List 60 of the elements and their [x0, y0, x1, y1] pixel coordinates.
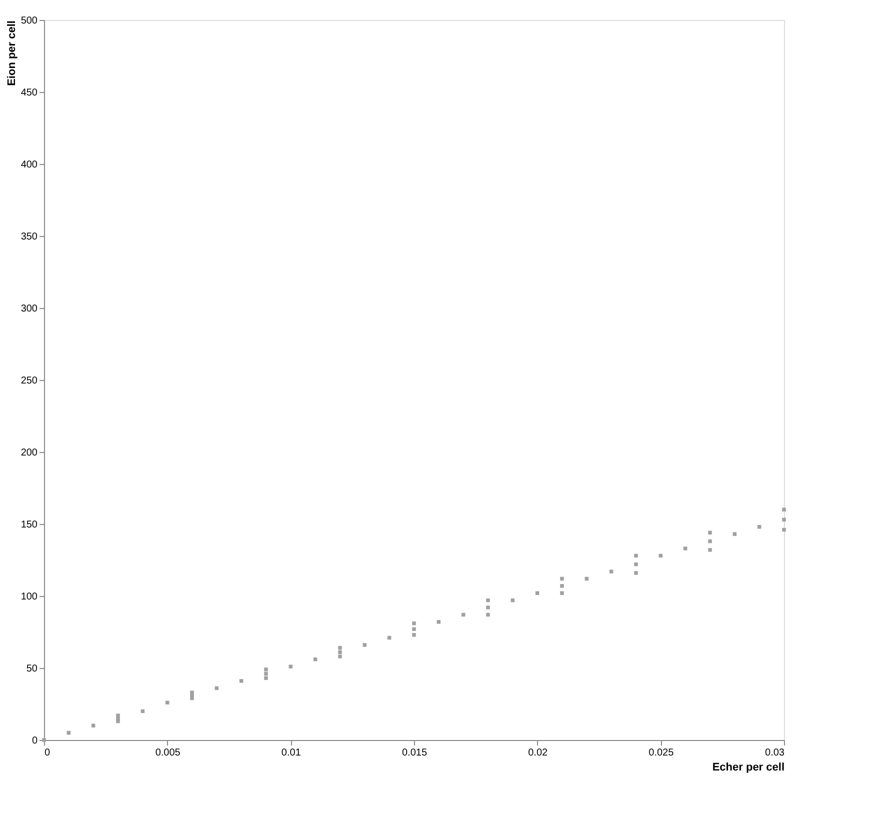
point — [362, 643, 367, 647]
point — [560, 584, 564, 588]
point — [634, 571, 638, 575]
point — [732, 532, 737, 536]
point — [782, 508, 786, 512]
point — [116, 714, 120, 718]
point — [708, 539, 712, 544]
point — [708, 530, 712, 535]
point — [634, 554, 638, 558]
x-axis-title: Echer per cell — [712, 762, 784, 774]
point — [42, 738, 46, 742]
point — [609, 570, 614, 574]
y-axis-title: Eion per cell — [6, 20, 18, 86]
x-tick-label: 0.02 — [528, 748, 548, 758]
point — [239, 679, 244, 683]
point — [412, 627, 416, 631]
point — [560, 576, 564, 581]
point — [486, 606, 490, 610]
point — [486, 598, 490, 602]
x-tick-label: 0 — [44, 748, 50, 758]
y-tick-label: 50 — [26, 664, 38, 674]
point — [535, 591, 540, 595]
point — [338, 654, 342, 658]
point — [560, 591, 564, 595]
x-tick-label: 0.025 — [648, 748, 674, 758]
point — [165, 700, 170, 704]
point — [264, 672, 268, 676]
point — [190, 690, 194, 694]
y-tick-label: 150 — [20, 520, 38, 530]
point — [486, 612, 490, 617]
y-tick-label: 500 — [20, 16, 38, 26]
point — [708, 548, 712, 552]
point — [683, 546, 688, 550]
point — [782, 528, 786, 532]
x-tick-label: 0.015 — [402, 748, 428, 758]
point — [634, 562, 638, 566]
point — [436, 620, 441, 624]
point — [288, 664, 293, 668]
point — [264, 676, 268, 680]
point — [782, 518, 786, 522]
y-tick-label: 250 — [20, 376, 38, 386]
point — [338, 646, 342, 650]
point — [412, 621, 416, 626]
y-tick-label: 200 — [20, 448, 38, 458]
point — [757, 525, 762, 529]
x-tick-label: 0.03 — [765, 748, 785, 758]
point — [412, 633, 416, 637]
y-tick-label: 450 — [20, 88, 38, 98]
y-tick-label: 350 — [20, 232, 38, 242]
x-tick-label: 0.01 — [281, 748, 302, 758]
point — [91, 724, 96, 728]
y-tick-label: 0 — [32, 736, 38, 746]
point — [190, 696, 194, 700]
y-tick-label: 100 — [20, 592, 38, 602]
point — [338, 650, 342, 654]
point — [116, 719, 120, 724]
point — [264, 668, 268, 672]
y-tick-label: 300 — [20, 304, 38, 314]
y-tick-label: 400 — [20, 160, 38, 170]
x-tick-label: 0.005 — [155, 748, 181, 758]
